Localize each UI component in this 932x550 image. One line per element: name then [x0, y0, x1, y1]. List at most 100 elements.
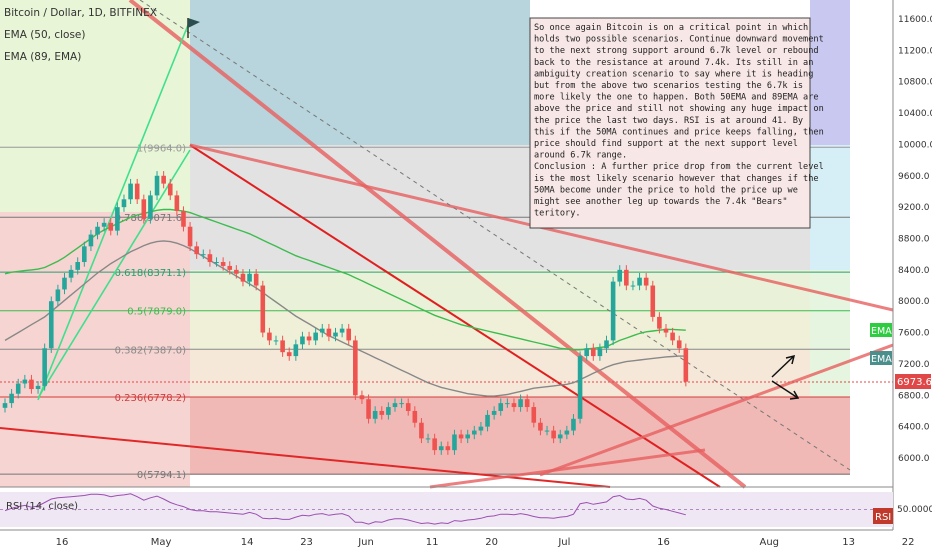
candle-body: [260, 285, 266, 333]
candle-body: [154, 175, 160, 196]
note-line: is the most likely scenario however that…: [534, 174, 819, 184]
candle-body: [617, 269, 623, 282]
time-tick-label: 14: [241, 537, 254, 548]
zone-fib-5: [190, 310, 850, 350]
candle-body: [68, 269, 74, 278]
candle-body: [253, 273, 259, 286]
note-line: ambiguity creation scenario to say where…: [534, 69, 813, 79]
price-axis-bg: [893, 0, 932, 550]
candle-body: [267, 332, 272, 341]
dashed-diagonal: [139, 0, 851, 471]
flag-cloth: [188, 18, 200, 28]
time-tick-label: 13: [842, 537, 855, 548]
candle-body: [683, 348, 689, 382]
candle-body: [657, 316, 662, 329]
price-tick-label: 11600.0: [898, 15, 932, 25]
candle-body: [75, 262, 81, 270]
zone-lightblue: [810, 145, 850, 270]
candle-body: [48, 301, 54, 349]
price-tick-label: 10400.0: [898, 109, 932, 119]
candle-body: [333, 332, 338, 337]
ema50-legend[interactable]: EMA (50, close): [4, 29, 86, 41]
time-axis: 16 May 14 23 Jun 11 20 Jul 16 Aug 13 22: [0, 486, 914, 548]
scenario-arrows: [771, 354, 800, 400]
fibonacci-retracement: 1(9964.0)0.786(9071.6)0.618(8371.1)0.5(7…: [0, 143, 850, 481]
ema89-badge-bg: [870, 351, 892, 365]
downtrend-line: [189, 144, 721, 488]
note-line: to the next strong support around 6.7k l…: [534, 46, 819, 56]
price-tick-label: 11200.0: [898, 46, 932, 56]
note-line: Conclusion : A further price drop from t…: [534, 162, 824, 172]
price-tick-label: 6400.0: [898, 423, 930, 433]
price-tick-label: 6000.0: [898, 454, 930, 464]
symbol-title[interactable]: Bitcoin / Dollar, 1D, BITFINEX: [4, 7, 157, 19]
candle-body: [458, 434, 464, 439]
note-line: above the price and still not showing an…: [534, 104, 824, 114]
candle-body: [339, 328, 345, 333]
candle-body: [498, 403, 504, 411]
ema50-badge-bg: [870, 323, 892, 337]
candle-body: [2, 403, 8, 408]
candle-body: [637, 277, 642, 286]
candle-body: [300, 336, 305, 345]
time-tick-label: May: [151, 537, 172, 548]
candle-body: [604, 340, 609, 349]
candle-body: [445, 446, 451, 451]
candle-body: [551, 430, 556, 439]
arrow-up-head: [785, 354, 796, 365]
candle-body: [511, 403, 517, 408]
candle-body: [128, 183, 133, 200]
candle-body: [571, 418, 576, 431]
candle-body: [419, 422, 424, 439]
ema89-legend[interactable]: EMA (89, EMA): [4, 51, 81, 63]
candle-body: [392, 403, 398, 408]
candle-body: [353, 340, 358, 396]
note-text: So once again Bitcoin is on a critical p…: [534, 23, 824, 219]
candle-body: [167, 183, 173, 196]
candle-body: [386, 407, 391, 415]
candle-body: [134, 183, 140, 200]
candle-body: [55, 289, 61, 302]
candle-body: [220, 262, 226, 266]
candle-body: [432, 438, 437, 451]
note-line: holds two possible scenarios. Continue d…: [534, 35, 824, 45]
last-price-badge: 6973.6: [897, 377, 932, 388]
note-line: So once again Bitcoin is on a critical p…: [534, 23, 808, 33]
candle-body: [485, 414, 490, 427]
price-tick-label: 9200.0: [898, 203, 930, 213]
candle-body: [366, 399, 371, 419]
candle-body: [359, 395, 365, 400]
note-box[interactable]: [529, 17, 811, 229]
candle-body: [201, 254, 206, 256]
candle-body: [187, 226, 193, 247]
price-tick-label: 8800.0: [898, 235, 930, 245]
ema50-badge: EMA: [871, 326, 892, 337]
candle-body: [577, 356, 583, 419]
candle-body: [313, 332, 318, 341]
candle-body: [319, 328, 325, 333]
candles: [2, 171, 689, 455]
candle-body: [326, 328, 332, 337]
rsi-pane: [0, 492, 893, 527]
rising-support: [539, 343, 894, 477]
candle-body: [438, 446, 444, 451]
candle-body: [676, 340, 682, 349]
candle-body: [194, 246, 199, 255]
note-line: this if the 50MA continues and price kee…: [534, 127, 824, 137]
rsi-line: [4, 493, 686, 525]
time-tick-label: 16: [657, 537, 670, 548]
price-tick-label: 10800.0: [898, 78, 932, 88]
candle-body: [214, 262, 219, 264]
candle-body: [524, 399, 530, 408]
time-tick-label: 11: [426, 537, 439, 548]
candle-body: [564, 430, 570, 435]
candle-body: [42, 348, 47, 386]
candle-body: [425, 438, 431, 440]
candle-body: [62, 277, 67, 290]
zone-purple: [810, 0, 850, 145]
rsi-legend[interactable]: RSI (14, close): [6, 501, 78, 512]
candle-body: [101, 222, 107, 227]
fib-label: 0.382(7387.0): [115, 345, 187, 356]
candle-body: [505, 403, 510, 405]
